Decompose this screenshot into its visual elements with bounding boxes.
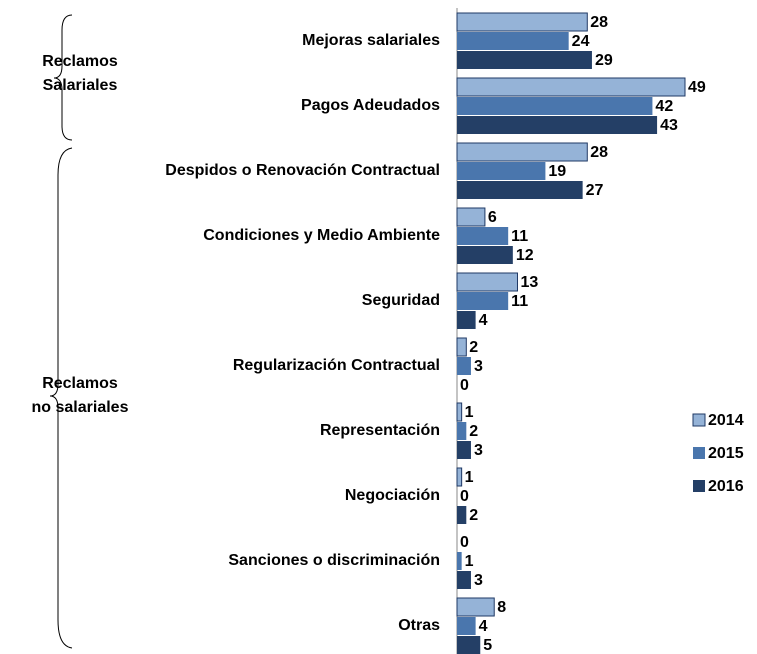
data-label: 28	[590, 14, 608, 31]
category-label: Negociación	[345, 487, 440, 504]
bar	[456, 597, 495, 617]
brace	[53, 14, 73, 141]
bar	[457, 162, 546, 180]
data-label: 24	[572, 33, 590, 50]
bar	[457, 357, 471, 375]
data-label: 3	[474, 442, 483, 459]
legend-swatch	[693, 447, 705, 459]
bar	[457, 246, 513, 264]
data-label: 12	[516, 247, 534, 264]
legend-swatch	[692, 413, 706, 427]
bar	[457, 636, 481, 654]
bar	[456, 337, 467, 357]
data-label: 5	[483, 637, 492, 654]
category-label: Seguridad	[362, 292, 440, 309]
category-label: Regularización Contractual	[233, 357, 440, 374]
bar	[457, 617, 476, 635]
category-label: Condiciones y Medio Ambiente	[203, 227, 440, 244]
bar	[457, 292, 509, 310]
bar	[457, 51, 592, 69]
data-label: 0	[460, 534, 469, 551]
data-label: 2	[469, 423, 478, 440]
legend-label: 2015	[708, 445, 744, 462]
bar	[457, 181, 583, 199]
data-label: 11	[511, 228, 528, 245]
category-label: Sanciones o discriminación	[228, 552, 440, 569]
bar	[457, 506, 467, 524]
bar	[457, 116, 658, 134]
data-label: 11	[511, 293, 528, 310]
category-label: Mejoras salariales	[302, 32, 440, 49]
data-label: 2	[469, 507, 478, 524]
bar	[456, 402, 463, 422]
bar	[456, 12, 588, 32]
data-label: 29	[595, 52, 613, 69]
data-label: 1	[465, 469, 474, 486]
legend-swatch	[693, 480, 705, 492]
bar	[457, 32, 569, 50]
data-label: 1	[465, 404, 474, 421]
bar	[456, 142, 588, 162]
category-label: Otras	[398, 617, 440, 634]
bar	[457, 441, 471, 459]
data-label: 19	[548, 163, 566, 180]
bar	[457, 422, 467, 440]
data-label: 42	[655, 98, 673, 115]
data-label: 28	[590, 144, 608, 161]
bar	[457, 227, 509, 245]
category-label: Despidos o Renovación Contractual	[165, 162, 440, 179]
data-label: 13	[520, 274, 538, 291]
data-label: 0	[460, 377, 469, 394]
brace	[49, 147, 73, 649]
data-label: 2	[469, 339, 478, 356]
group-label: Reclamos	[42, 53, 118, 70]
bar	[457, 97, 653, 115]
bar	[457, 311, 476, 329]
bar	[456, 207, 486, 227]
data-label: 43	[660, 117, 678, 134]
bar	[456, 467, 463, 487]
legend-label: 2016	[708, 478, 744, 495]
data-label: 6	[488, 209, 497, 226]
category-label: Pagos Adeudados	[301, 97, 440, 114]
data-label: 3	[474, 358, 483, 375]
data-label: 4	[479, 618, 488, 635]
legend-label: 2014	[708, 412, 744, 429]
bar	[457, 552, 462, 570]
group-label: Reclamos	[42, 375, 118, 392]
data-label: 3	[474, 572, 483, 589]
bar	[456, 77, 686, 97]
data-label: 0	[460, 488, 469, 505]
group-label: Salariales	[43, 77, 118, 94]
data-label: 8	[497, 599, 506, 616]
data-label: 4	[479, 312, 488, 329]
data-label: 49	[688, 79, 706, 96]
category-label: Representación	[320, 422, 440, 439]
data-label: 1	[465, 553, 474, 570]
bar	[457, 571, 471, 589]
group-label: no salariales	[32, 399, 129, 416]
data-label: 27	[586, 182, 604, 199]
bar	[456, 272, 518, 292]
